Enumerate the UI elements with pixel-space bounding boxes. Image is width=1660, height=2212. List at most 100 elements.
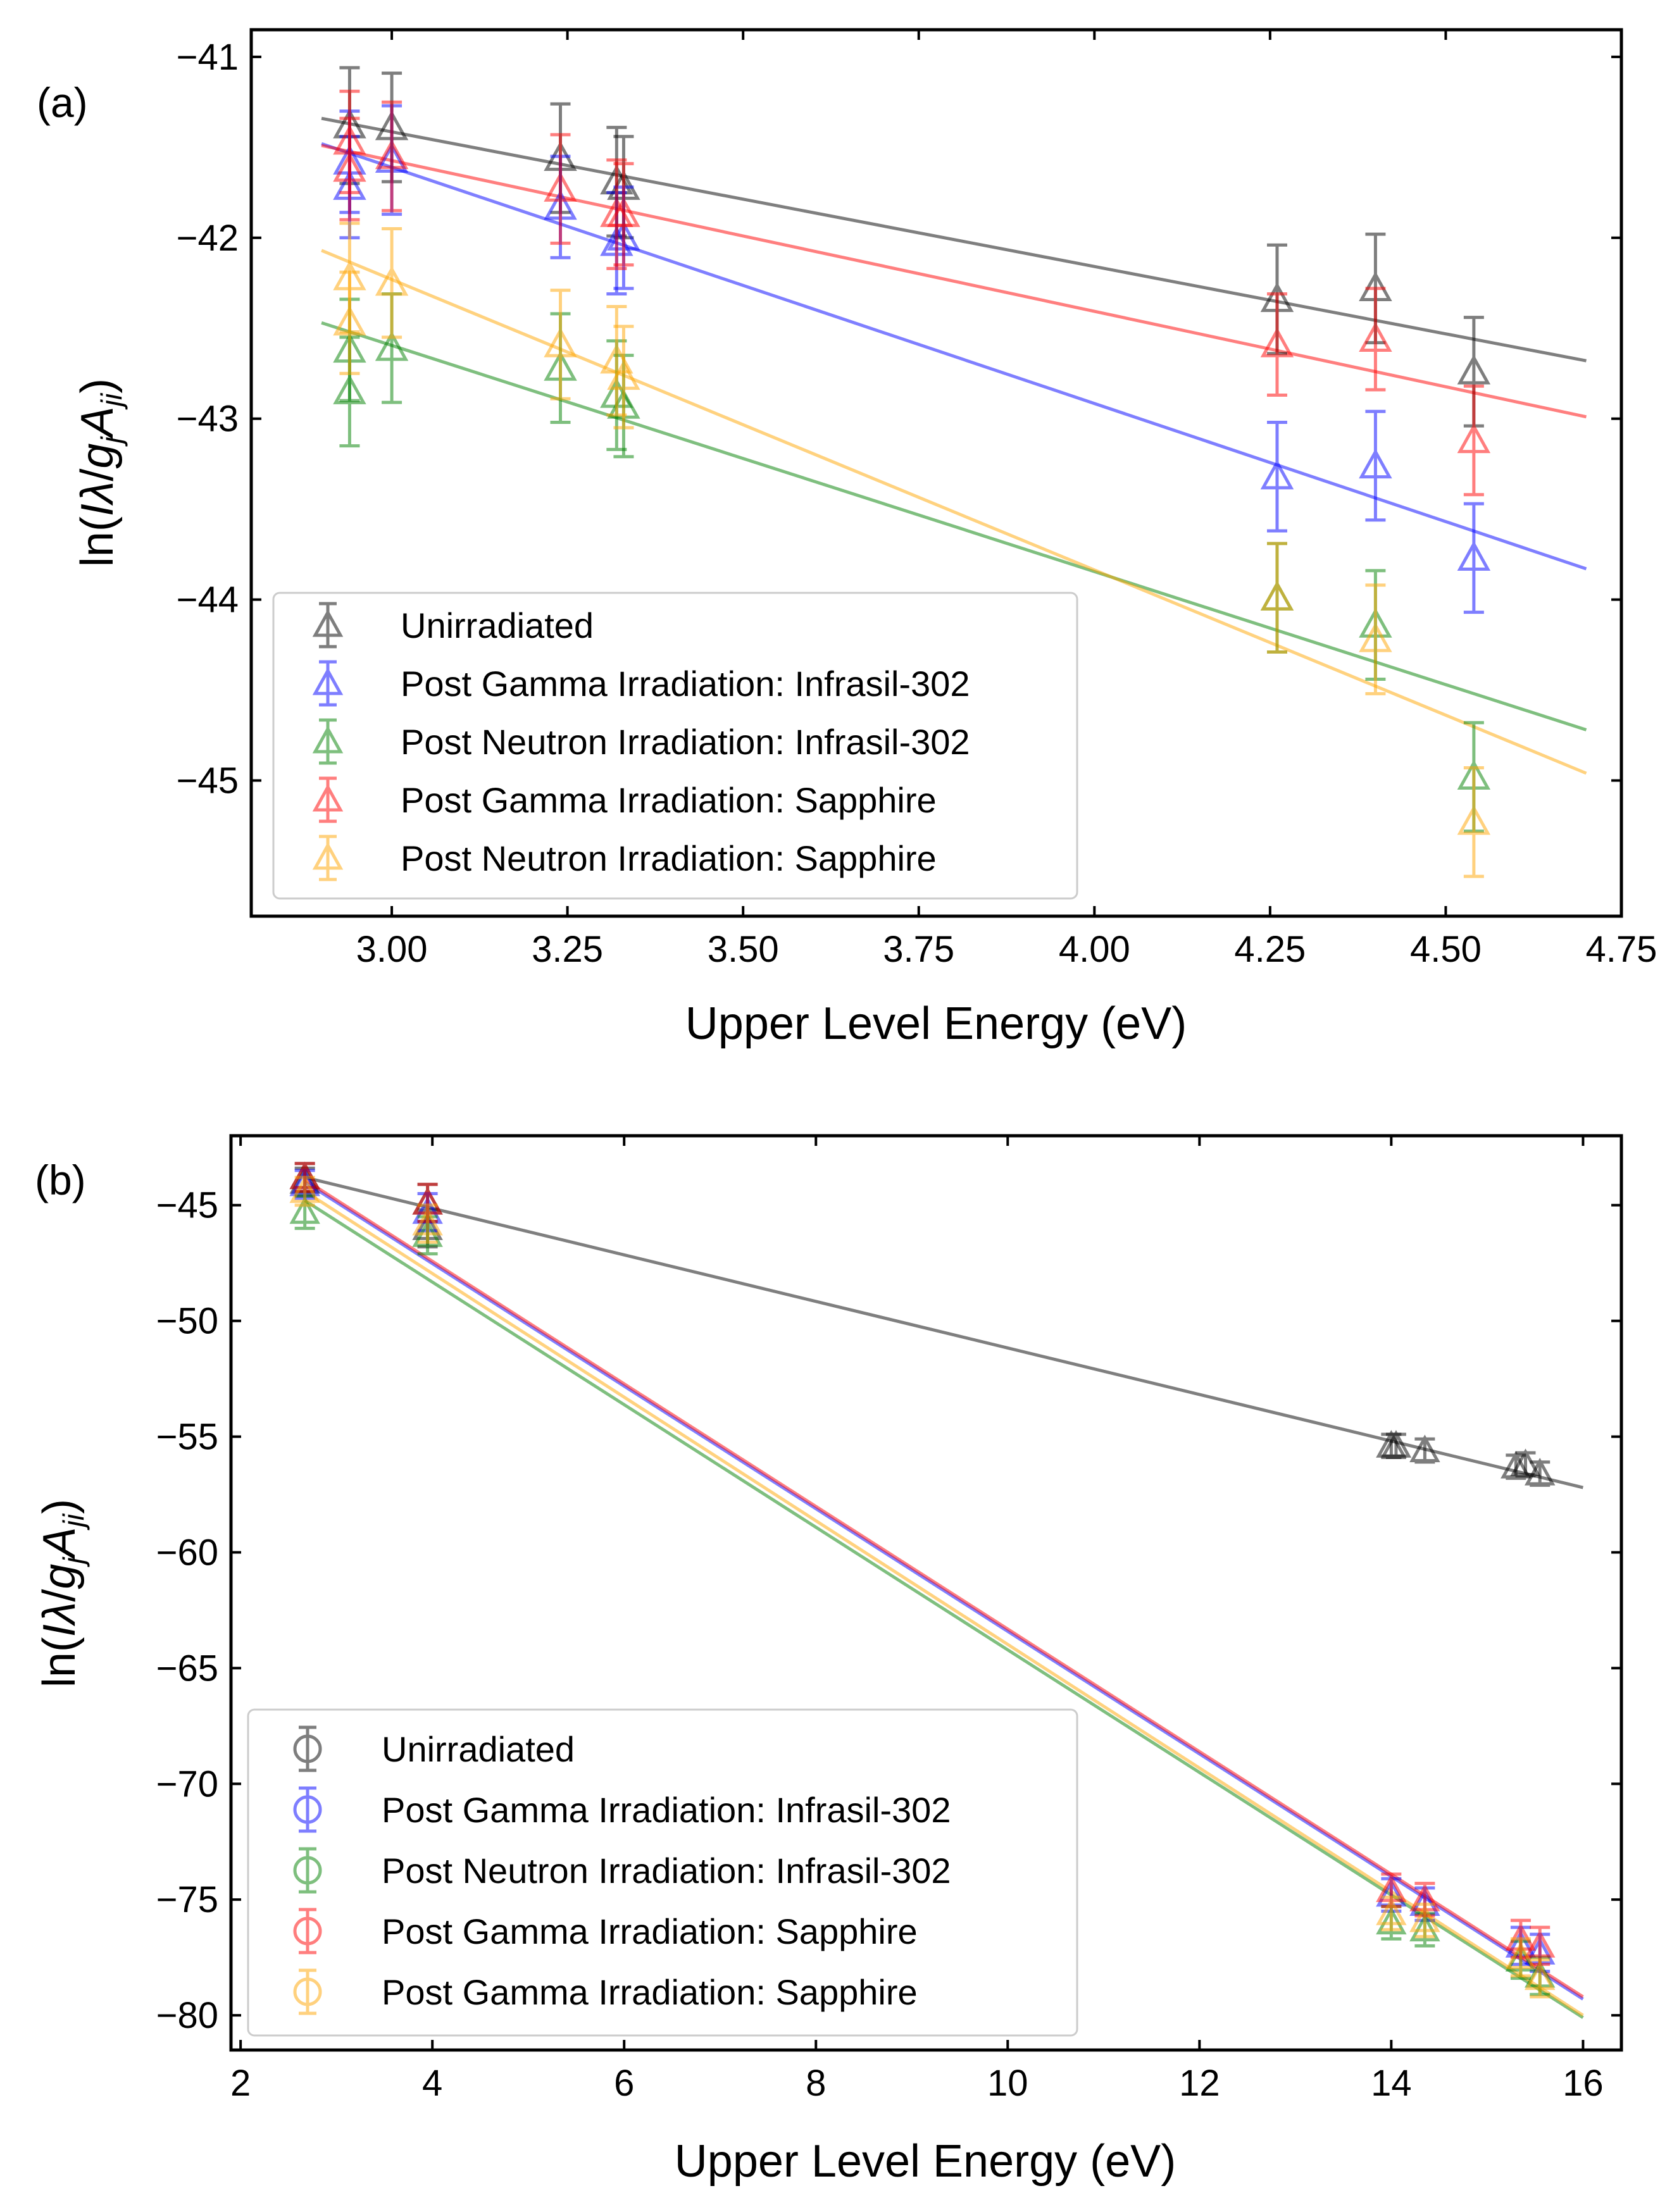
data-point xyxy=(412,1203,443,1244)
panel-a-frame xyxy=(249,28,1623,918)
x-tick-label: 4.50 xyxy=(1410,929,1482,970)
legend-label: Post Neutron Irradiation: Infrasil-302 xyxy=(401,722,970,762)
data-point xyxy=(544,289,577,401)
x-tick-label: 3.25 xyxy=(532,929,603,970)
panel-b: (b) 2 4 6 8 10 12 14 16 −45 −50 −55 −60 −65 −70 −75 −80… xyxy=(34,1134,1623,2187)
legend-marker xyxy=(312,660,344,707)
legend-marker xyxy=(312,718,344,765)
legend-marker xyxy=(312,835,344,881)
x-tick-label: 12 xyxy=(1179,2063,1220,2104)
fit-line xyxy=(304,1199,1584,2019)
fit-line xyxy=(304,1178,1584,1998)
y-tick-label: −75 xyxy=(156,1879,218,1920)
legend-entry: Post Gamma Irradiation: Infrasil-302 xyxy=(293,1786,951,1833)
panel-a-legend: Unirradiated Post Gamma Irradiation: Infr… xyxy=(272,592,1078,900)
y-tick-label: −43 xyxy=(177,399,239,440)
data-point xyxy=(333,270,366,375)
x-tick-label: 14 xyxy=(1371,2063,1412,2104)
panel-b-label: (b) xyxy=(35,1157,86,1203)
panel-a: (a) 3.00 3.25 3.50 3.75 4.00 4.25 4.50 4.75 −41 −… xyxy=(37,28,1657,1049)
panel-b-x-label: Upper Level Energy (eV) xyxy=(675,2136,1176,2187)
legend-marker xyxy=(312,776,344,823)
y-tick-label: −55 xyxy=(156,1417,218,1458)
legend-box xyxy=(247,1708,1078,2037)
y-tick-label: −80 xyxy=(156,1995,218,2036)
x-tick-label: 4.00 xyxy=(1059,929,1130,970)
legend-entry: Post Neutron Irradiation: Sapphire xyxy=(312,835,937,881)
legend-entry: Unirradiated xyxy=(293,1725,575,1772)
data-point xyxy=(1457,766,1491,878)
y-tick-label: −42 xyxy=(177,218,239,259)
data-point xyxy=(1380,1430,1412,1459)
y-tick-label: −45 xyxy=(177,761,239,802)
data-point xyxy=(333,116,366,221)
y-tick-label: −65 xyxy=(156,1648,218,1689)
legend-label: Post Gamma Irradiation: Sapphire xyxy=(382,1911,918,1951)
x-tick-label: 8 xyxy=(806,2063,826,2104)
data-point xyxy=(375,227,409,339)
data-point xyxy=(607,325,640,430)
data-point xyxy=(1260,420,1294,533)
legend-marker xyxy=(293,1968,322,2015)
x-tick-label: 4.75 xyxy=(1586,929,1657,970)
y-tick-label: −41 xyxy=(177,37,239,78)
panel-b-y-label: ln(Iλ/gjAji) xyxy=(34,1499,90,1687)
panel-b-frame xyxy=(229,1134,1623,2052)
legend-marker xyxy=(293,1725,322,1772)
fit-line xyxy=(304,1190,1584,2017)
data-point xyxy=(1457,384,1491,497)
data-point xyxy=(1260,542,1294,654)
legend-marker xyxy=(312,602,344,649)
x-tick-label: 10 xyxy=(987,2063,1028,2104)
legend-marker xyxy=(293,1908,322,1954)
fit-line xyxy=(304,1181,1584,2001)
fit-line xyxy=(304,1176,1583,1489)
data-point xyxy=(544,133,577,245)
legend-entry: Post Gamma Irradiation: Sapphire xyxy=(293,1968,918,2015)
legend-label: Post Gamma Irradiation: Sapphire xyxy=(401,780,937,820)
data-point xyxy=(1359,409,1392,522)
legend-label: Post Gamma Irradiation: Infrasil-302 xyxy=(382,1790,951,1830)
panel-a-x-label: Upper Level Energy (eV) xyxy=(685,998,1187,1049)
data-point xyxy=(1409,1903,1440,1939)
legend-entry: Post Gamma Irradiation: Sapphire xyxy=(293,1908,918,1954)
x-tick-label: 3.00 xyxy=(356,929,428,970)
x-tick-label: 2 xyxy=(230,2063,251,2104)
legend-label: Post Gamma Irradiation: Sapphire xyxy=(382,1972,918,2012)
legend-label: Unirradiated xyxy=(401,606,594,645)
y-tick-label: −44 xyxy=(177,580,239,621)
data-point xyxy=(1376,1896,1407,1932)
y-tick-label: −60 xyxy=(156,1532,218,1573)
x-tick-label: 4.25 xyxy=(1234,929,1306,970)
y-tick-label: −70 xyxy=(156,1763,218,1805)
x-tick-label: 4 xyxy=(422,2063,442,2104)
legend-marker xyxy=(293,1847,322,1894)
data-point xyxy=(289,1175,320,1207)
x-tick-label: 3.50 xyxy=(708,929,779,970)
legend-box xyxy=(272,592,1078,900)
data-point xyxy=(1457,502,1491,614)
data-point xyxy=(1524,1958,1556,1999)
y-tick-label: −45 xyxy=(156,1185,218,1226)
data-point xyxy=(1359,287,1392,392)
x-tick-label: 16 xyxy=(1563,2063,1604,2104)
legend-marker xyxy=(293,1786,322,1833)
legend-entry: Post Gamma Irradiation: Sapphire xyxy=(312,776,937,823)
data-point xyxy=(1505,1937,1537,1978)
data-point xyxy=(607,162,640,267)
x-tick-label: 6 xyxy=(614,2063,634,2104)
legend-label: Post Neutron Irradiation: Sapphire xyxy=(401,838,937,878)
panel-b-legend: Unirradiated Post Gamma Irradiation: Infr… xyxy=(247,1708,1078,2037)
legend-entry: Post Neutron Irradiation: Infrasil-302 xyxy=(293,1847,951,1894)
y-tick-label: −50 xyxy=(156,1301,218,1342)
x-tick-label: 3.75 xyxy=(883,929,954,970)
legend-entry: Unirradiated xyxy=(312,602,594,649)
panel-a-y-label: ln(Iλ/gjAji) xyxy=(72,378,128,567)
data-point xyxy=(1260,292,1294,397)
panel-a-label: (a) xyxy=(37,79,88,126)
legend-label: Unirradiated xyxy=(382,1729,575,1769)
data-point xyxy=(1409,1434,1440,1464)
data-point xyxy=(1359,583,1392,695)
legend-label: Post Neutron Irradiation: Infrasil-302 xyxy=(382,1851,951,1891)
